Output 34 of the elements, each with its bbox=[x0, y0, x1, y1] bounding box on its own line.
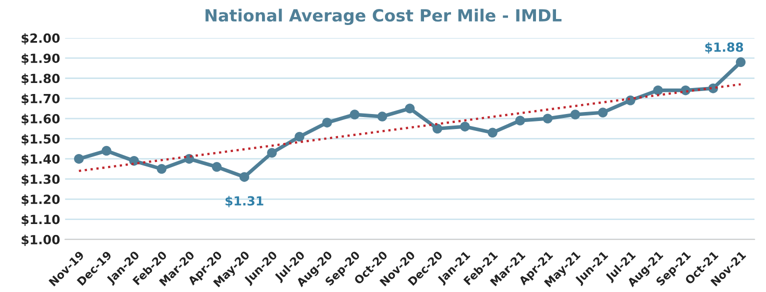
point bbox=[74, 154, 84, 164]
point bbox=[460, 122, 470, 132]
y-tick-label: $1.20 bbox=[22, 194, 60, 206]
point bbox=[736, 57, 746, 67]
point bbox=[212, 162, 222, 172]
y-tick-label: $1.30 bbox=[22, 174, 60, 186]
y-tick-label: $1.10 bbox=[22, 214, 60, 226]
point bbox=[404, 104, 415, 114]
point bbox=[350, 110, 360, 120]
y-tick-label: $2.00 bbox=[22, 33, 60, 45]
point bbox=[515, 116, 525, 126]
point bbox=[653, 85, 663, 96]
point bbox=[570, 110, 580, 120]
point bbox=[294, 132, 304, 142]
point bbox=[239, 172, 250, 182]
point bbox=[156, 164, 166, 174]
point bbox=[322, 118, 332, 128]
point bbox=[542, 114, 553, 124]
point bbox=[102, 146, 112, 156]
point bbox=[488, 128, 498, 138]
y-tick-label: $1.50 bbox=[22, 134, 60, 146]
point bbox=[598, 108, 608, 118]
annotation: $1.31 bbox=[226, 196, 264, 208]
y-tick-label: $1.90 bbox=[22, 53, 60, 65]
point bbox=[432, 124, 442, 134]
annotation: $1.88 bbox=[705, 42, 744, 54]
y-tick-label: $1.00 bbox=[22, 234, 60, 246]
y-tick-label: $1.40 bbox=[22, 154, 60, 166]
point bbox=[377, 112, 388, 122]
chart-title: National Average Cost Per Mile - IMDL bbox=[206, 8, 562, 26]
y-tick-label: $1.70 bbox=[22, 94, 60, 105]
y-tick-label: $1.80 bbox=[22, 74, 60, 85]
point bbox=[267, 148, 277, 158]
y-tick-label: $1.60 bbox=[22, 114, 60, 126]
